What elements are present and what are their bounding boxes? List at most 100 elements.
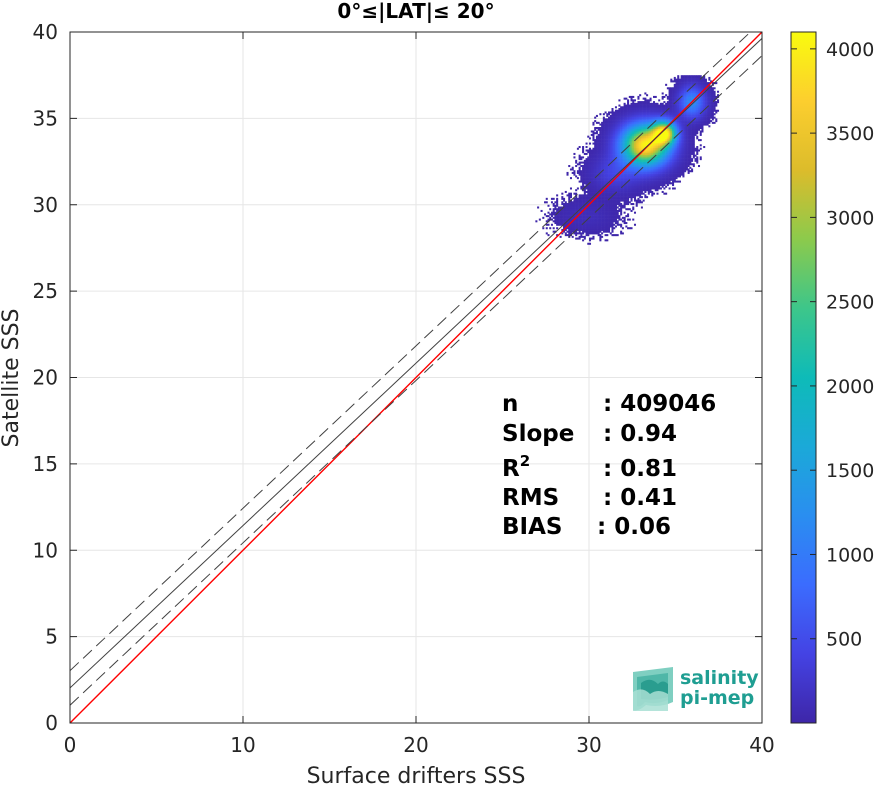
density-cell <box>633 116 637 119</box>
density-cell <box>590 149 593 152</box>
density-cell <box>670 135 673 138</box>
density-cell <box>563 230 566 233</box>
density-cell <box>609 187 612 190</box>
density-cell <box>602 187 605 190</box>
density-cell <box>646 151 649 154</box>
density-cell <box>687 109 690 112</box>
density-cell <box>670 104 673 107</box>
density-cell <box>625 152 628 155</box>
density-cell <box>569 201 572 204</box>
density-cell <box>701 78 704 81</box>
density-cell <box>611 223 614 226</box>
density-cell <box>556 194 559 197</box>
density-cell <box>647 118 650 121</box>
density-cell <box>673 121 676 124</box>
density-cell <box>608 222 611 225</box>
density-cell <box>602 149 605 152</box>
density-cell <box>604 225 607 228</box>
density-cell <box>618 147 621 150</box>
density-cell <box>582 184 585 187</box>
density-cell <box>689 156 692 159</box>
density-cell <box>699 111 702 114</box>
density-cell <box>597 144 600 147</box>
density-cell <box>575 227 578 230</box>
density-cell <box>684 92 687 95</box>
density-cell <box>566 209 569 212</box>
density-cell <box>568 227 571 230</box>
density-cell <box>678 85 681 88</box>
density-cell <box>654 149 657 152</box>
density-cell <box>556 227 559 230</box>
density-cell <box>632 196 635 199</box>
density-cell <box>684 101 687 104</box>
density-cell <box>613 184 616 187</box>
density-cell <box>613 125 616 128</box>
density-cell <box>627 109 630 112</box>
density-cell <box>575 234 578 237</box>
density-cell <box>644 151 647 154</box>
density-cell <box>640 146 643 149</box>
density-cell <box>575 204 578 207</box>
density-cell <box>594 208 597 211</box>
density-cell <box>696 111 699 114</box>
density-cell <box>689 147 692 150</box>
density-cell <box>625 108 628 111</box>
density-cell <box>602 163 605 166</box>
density-cell <box>642 102 645 105</box>
density-cell <box>590 152 593 155</box>
density-cell <box>620 111 623 114</box>
density-cell <box>613 170 616 173</box>
density-cell <box>665 111 668 114</box>
density-cell <box>611 218 614 221</box>
density-cell <box>573 170 576 173</box>
density-cell <box>625 159 628 162</box>
density-cell <box>696 104 699 107</box>
density-cell <box>594 223 597 226</box>
density-cell <box>653 114 656 117</box>
density-cell <box>595 227 598 230</box>
density-cell <box>659 102 662 105</box>
density-cell <box>578 154 581 157</box>
density-cell <box>576 197 579 200</box>
density-cell <box>587 218 590 221</box>
density-cell <box>618 144 621 147</box>
density-cell <box>571 168 574 171</box>
density-cell <box>608 228 611 231</box>
density-cell <box>620 151 623 154</box>
density-cell <box>672 144 675 147</box>
density-cell <box>606 149 609 152</box>
density-cell <box>618 197 621 200</box>
density-cell <box>613 152 616 155</box>
density-cell <box>642 121 645 124</box>
density-cell <box>670 123 673 126</box>
density-cell <box>689 142 692 145</box>
density-cell <box>637 125 640 128</box>
density-cell <box>585 184 588 187</box>
density-cell <box>708 116 711 119</box>
density-cell <box>630 194 633 197</box>
density-cell <box>633 196 637 199</box>
density-cell <box>691 170 694 173</box>
density-cell <box>673 133 676 136</box>
density-cell <box>708 94 711 97</box>
density-cell <box>633 113 637 116</box>
density-cell <box>595 178 598 181</box>
density-cell <box>640 171 643 174</box>
density-cell <box>627 158 630 161</box>
density-cell <box>550 223 553 226</box>
density-cell <box>701 121 704 124</box>
density-cell <box>620 232 623 235</box>
density-cell <box>684 85 687 88</box>
stat-n-label: n <box>502 391 518 417</box>
density-cell <box>640 123 643 126</box>
density-cell <box>684 158 687 161</box>
density-cell <box>575 230 578 233</box>
density-cell <box>627 152 630 155</box>
density-cell <box>658 177 661 180</box>
density-cell <box>611 156 614 159</box>
density-cell <box>563 211 566 214</box>
density-cell <box>665 192 668 195</box>
density-cell <box>587 230 590 233</box>
density-cell <box>571 225 574 228</box>
density-cell <box>710 120 713 123</box>
